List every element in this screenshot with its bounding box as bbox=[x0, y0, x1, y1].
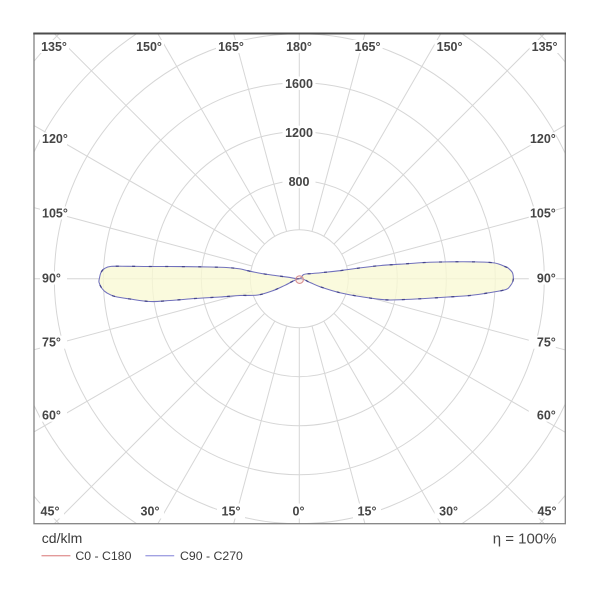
svg-text:1200: 1200 bbox=[285, 126, 313, 140]
svg-text:C90 - C270: C90 - C270 bbox=[180, 549, 243, 563]
svg-text:0°: 0° bbox=[293, 504, 305, 518]
svg-text:135°: 135° bbox=[532, 40, 558, 54]
svg-text:165°: 165° bbox=[218, 40, 244, 54]
svg-text:105°: 105° bbox=[42, 206, 68, 220]
svg-text:120°: 120° bbox=[42, 132, 68, 146]
svg-text:1600: 1600 bbox=[285, 77, 313, 91]
svg-text:105°: 105° bbox=[530, 206, 556, 220]
svg-text:165°: 165° bbox=[355, 40, 381, 54]
svg-text:15°: 15° bbox=[358, 504, 377, 518]
svg-text:45°: 45° bbox=[538, 504, 557, 518]
svg-text:800: 800 bbox=[289, 175, 310, 189]
svg-text:cd/klm: cd/klm bbox=[42, 530, 82, 546]
svg-text:180°: 180° bbox=[286, 40, 312, 54]
svg-text:135°: 135° bbox=[41, 40, 67, 54]
svg-text:60°: 60° bbox=[537, 409, 556, 423]
svg-text:90°: 90° bbox=[42, 271, 61, 285]
svg-text:150°: 150° bbox=[437, 40, 463, 54]
svg-text:30°: 30° bbox=[141, 504, 160, 518]
svg-text:150°: 150° bbox=[136, 40, 162, 54]
svg-text:60°: 60° bbox=[42, 409, 61, 423]
svg-text:75°: 75° bbox=[537, 336, 556, 350]
svg-text:45°: 45° bbox=[41, 504, 60, 518]
svg-text:90°: 90° bbox=[537, 271, 556, 285]
svg-text:15°: 15° bbox=[222, 504, 241, 518]
svg-text:C0 - C180: C0 - C180 bbox=[75, 549, 131, 563]
svg-text:75°: 75° bbox=[42, 336, 61, 350]
svg-text:30°: 30° bbox=[439, 504, 458, 518]
svg-text:η = 100%: η = 100% bbox=[493, 531, 557, 548]
svg-text:120°: 120° bbox=[530, 132, 556, 146]
